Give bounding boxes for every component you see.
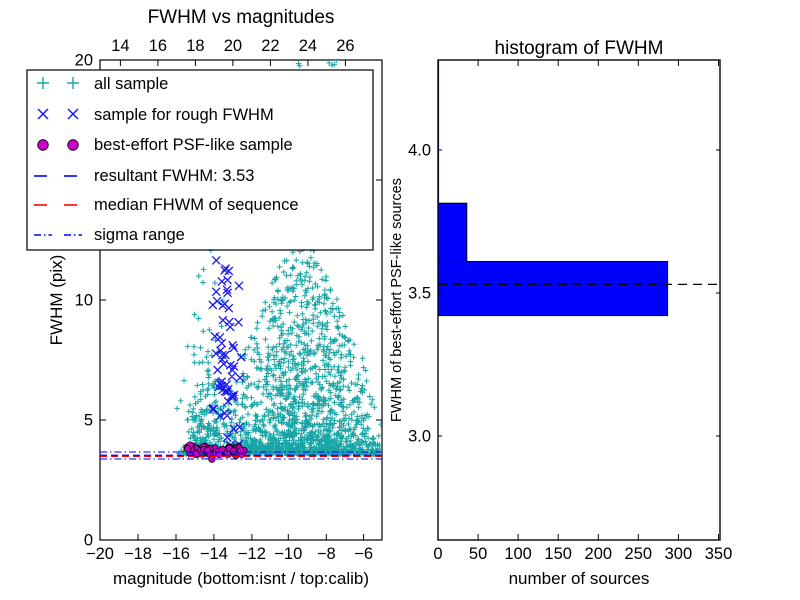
- svg-text:best-effort PSF-like sample: best-effort PSF-like sample: [94, 136, 293, 154]
- svg-text:−6: −6: [354, 545, 373, 563]
- svg-text:−10: −10: [274, 545, 302, 563]
- svg-text:FWHM vs magnitudes: FWHM vs magnitudes: [148, 7, 335, 28]
- svg-text:100: 100: [504, 545, 532, 563]
- svg-text:number of sources: number of sources: [509, 569, 650, 588]
- svg-text:10: 10: [75, 292, 93, 310]
- svg-text:50: 50: [469, 545, 487, 563]
- svg-text:300: 300: [665, 545, 693, 563]
- svg-text:20: 20: [75, 52, 93, 70]
- svg-text:24: 24: [299, 37, 317, 55]
- svg-text:histogram of FWHM: histogram of FWHM: [495, 38, 664, 59]
- svg-text:16: 16: [149, 37, 167, 55]
- svg-text:0: 0: [84, 532, 93, 550]
- svg-text:−12: −12: [238, 545, 266, 563]
- svg-text:FWHM (pix): FWHM (pix): [47, 255, 66, 346]
- svg-text:4.0: 4.0: [408, 142, 431, 160]
- svg-text:−8: −8: [317, 545, 336, 563]
- svg-text:150: 150: [544, 545, 572, 563]
- svg-text:14: 14: [111, 37, 129, 55]
- svg-text:26: 26: [336, 37, 354, 55]
- svg-text:all sample: all sample: [94, 75, 168, 93]
- svg-text:magnitude (bottom:isnt / top:c: magnitude (bottom:isnt / top:calib): [113, 569, 369, 588]
- svg-text:22: 22: [261, 37, 279, 55]
- svg-text:350: 350: [705, 545, 733, 563]
- svg-text:0: 0: [433, 545, 442, 563]
- svg-text:20: 20: [224, 37, 242, 55]
- svg-text:sigma range: sigma range: [94, 226, 185, 244]
- svg-text:3.5: 3.5: [408, 285, 431, 303]
- svg-text:5: 5: [84, 412, 93, 430]
- svg-text:resultant FWHM: 3.53: resultant FWHM: 3.53: [94, 167, 254, 185]
- svg-text:200: 200: [585, 545, 613, 563]
- svg-text:18: 18: [186, 37, 204, 55]
- svg-text:median FHWM of sequence: median FHWM of sequence: [94, 196, 299, 214]
- svg-text:−16: −16: [162, 545, 190, 563]
- svg-text:250: 250: [625, 545, 653, 563]
- svg-text:sample for rough FWHM: sample for rough FWHM: [94, 106, 274, 124]
- svg-text:−18: −18: [124, 545, 152, 563]
- svg-text:−14: −14: [200, 545, 228, 563]
- svg-text:3.0: 3.0: [408, 428, 431, 446]
- svg-text:FWHM of best-effort PSF-like s: FWHM of best-effort PSF-like sources: [389, 178, 405, 422]
